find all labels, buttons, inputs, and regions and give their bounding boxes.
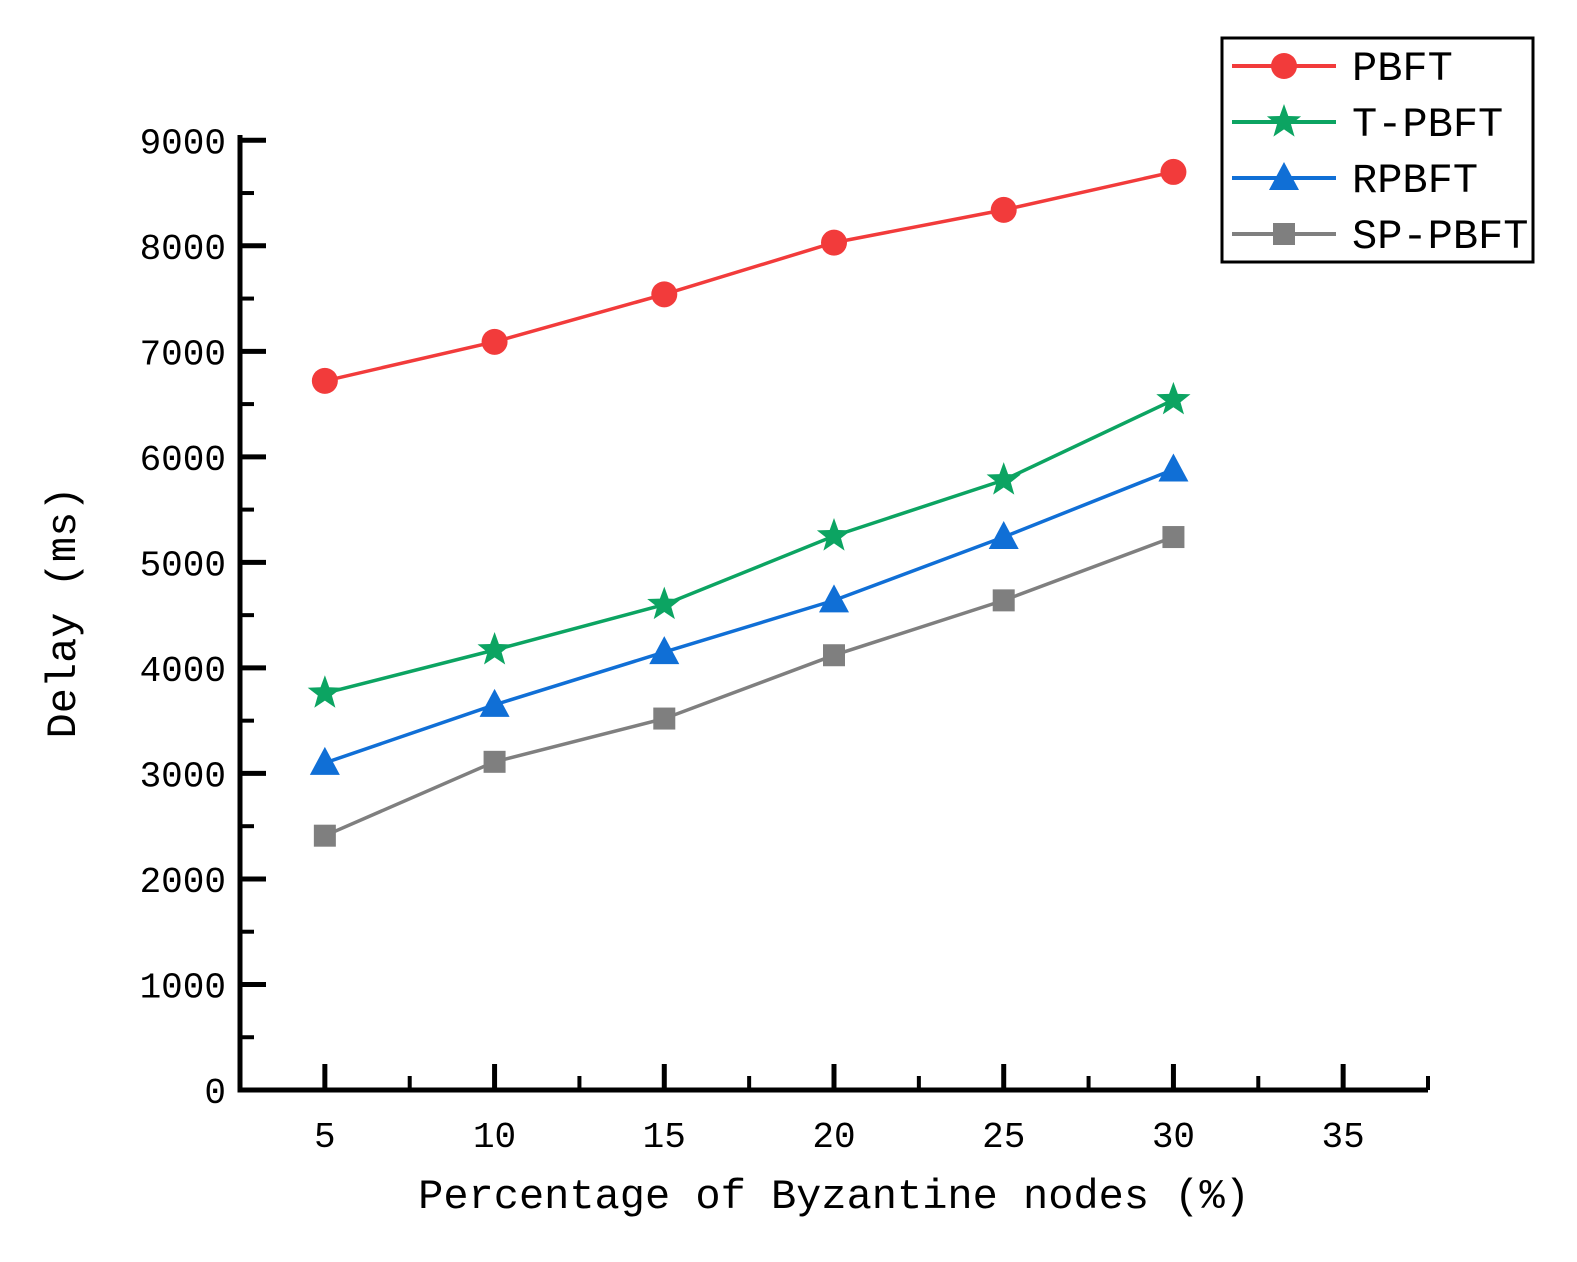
data-point-marker [307, 675, 342, 708]
legend-item-label: T-PBFT [1352, 101, 1503, 149]
data-point-marker [653, 707, 676, 730]
series-line [324, 467, 1175, 765]
data-point-marker [823, 644, 845, 667]
data-point-marker [649, 636, 680, 665]
y-tick-label: 4000 [140, 651, 226, 692]
data-point-marker [1162, 526, 1185, 549]
y-tick-label: 3000 [140, 756, 226, 797]
legend-item: PBFT [1232, 45, 1453, 93]
series-t-pbft [307, 381, 1191, 708]
data-point-marker [313, 824, 336, 847]
x-tick-label: 5 [314, 1117, 336, 1158]
data-point-marker [821, 229, 847, 256]
legend-item: RPBFT [1232, 157, 1478, 205]
series-line [324, 170, 1174, 383]
y-axis-title: Delay (ms) [40, 486, 88, 738]
series-line [324, 535, 1175, 838]
x-tick-label: 30 [1152, 1117, 1195, 1158]
x-tick-label: 10 [473, 1117, 516, 1158]
data-point-marker [1269, 162, 1299, 190]
legend: PBFT T-PBFT RPBFT SP-PBFT [1220, 36, 1535, 264]
data-point-marker [990, 196, 1017, 223]
legend-item-label: PBFT [1352, 45, 1453, 93]
y-tick-label: 6000 [140, 440, 226, 481]
data-point-marker [1271, 53, 1297, 79]
y-tick-label: 8000 [140, 229, 226, 270]
y-tick-label: 7000 [140, 334, 226, 375]
data-point-marker [651, 281, 678, 308]
data-point-marker [1156, 381, 1191, 415]
x-tick-label: 20 [812, 1117, 855, 1158]
data-point-marker [483, 750, 506, 773]
legend-item-label: RPBFT [1352, 157, 1478, 205]
data-point-marker [816, 518, 852, 551]
series-pbft [311, 158, 1187, 394]
y-tick-label: 1000 [140, 967, 226, 1008]
data-point-marker [647, 586, 682, 620]
y-tick-label: 5000 [140, 545, 226, 586]
data-point-marker [992, 589, 1015, 612]
legend-item: SP-PBFT [1232, 213, 1528, 261]
data-point-marker [1160, 158, 1187, 185]
x-axis-title: Percentage of Byzantine nodes (%) [418, 1173, 1250, 1221]
y-tick-label: 0 [204, 1073, 226, 1114]
data-point-marker [477, 632, 512, 665]
data-point-marker [988, 521, 1019, 550]
data-point-marker [481, 328, 508, 355]
y-tick-label: 9000 [140, 123, 226, 164]
data-point-marker [1273, 223, 1295, 245]
data-point-marker [1158, 453, 1189, 482]
data-point-marker [1266, 104, 1302, 137]
x-tick-label: 35 [1322, 1117, 1365, 1158]
data-point-marker [986, 462, 1021, 495]
data-point-marker [309, 746, 340, 775]
legend-item: T-PBFT [1232, 101, 1503, 149]
data-point-marker [311, 367, 338, 394]
series-rpbft [309, 453, 1189, 775]
legend-item-label: SP-PBFT [1352, 213, 1528, 261]
series-line [324, 398, 1175, 695]
x-tick-label: 25 [982, 1117, 1025, 1158]
data-point-marker [819, 584, 849, 613]
data-point-marker [479, 688, 510, 717]
y-tick-label: 2000 [140, 862, 226, 903]
x-tick-label: 15 [643, 1117, 686, 1158]
series-sp-pbft [313, 526, 1185, 847]
